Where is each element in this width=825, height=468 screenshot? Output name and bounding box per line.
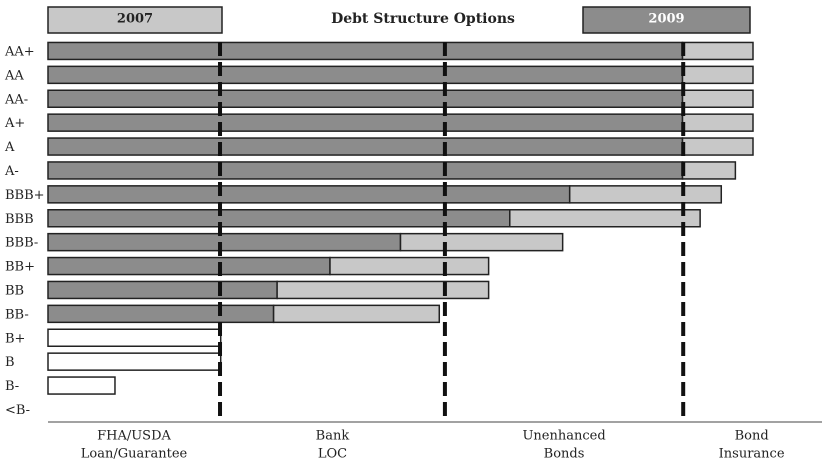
- bar: [681, 113, 754, 132]
- y-tick-label: A: [4, 140, 15, 155]
- bar: [272, 304, 441, 324]
- y-tick-label: AA: [4, 68, 24, 83]
- bar: [681, 137, 754, 156]
- y-tick-label: BB-: [5, 307, 29, 322]
- y-tick-label: B+: [5, 331, 25, 346]
- legend-swatch: [47, 6, 223, 34]
- y-tick-label: B-: [5, 379, 19, 394]
- zone-label: Bank: [316, 429, 350, 444]
- y-tick-label: AA-: [4, 92, 28, 107]
- bar: [276, 280, 490, 300]
- bar: [47, 376, 116, 395]
- bar: [329, 256, 490, 276]
- bar: [47, 280, 278, 300]
- y-tick-label: BB+: [5, 260, 35, 275]
- bar: [681, 41, 754, 61]
- zone-label: Bond: [735, 429, 769, 444]
- bar: [509, 209, 701, 228]
- zone-label: Loan/Guarantee: [81, 447, 188, 462]
- bar: [568, 185, 723, 204]
- bar: [47, 65, 684, 85]
- y-tick-label: BBB-: [5, 236, 38, 251]
- y-tick-label: A+: [4, 116, 25, 131]
- y-tick-label: BBB+: [5, 188, 45, 203]
- legend-label: 2007: [117, 12, 153, 27]
- bar: [47, 137, 684, 156]
- bar: [47, 41, 684, 61]
- bar: [399, 232, 564, 252]
- bar: [47, 304, 275, 324]
- y-tick-label: A-: [4, 164, 19, 179]
- y-tick-label: AA+: [4, 44, 35, 59]
- legend-swatch: [582, 6, 751, 34]
- bar: [47, 232, 402, 252]
- y-tick-label: B: [5, 355, 15, 370]
- zone-label: Insurance: [719, 447, 785, 462]
- bar: [47, 209, 511, 228]
- y-tick-label: BBB: [5, 212, 34, 227]
- bar: [47, 89, 684, 108]
- bar: [47, 185, 571, 204]
- bar: [681, 161, 737, 180]
- bar: [47, 256, 331, 276]
- bar: [47, 113, 684, 132]
- zone-label: FHA/USDA: [97, 429, 171, 444]
- bar: [47, 328, 222, 347]
- chart-title: Debt Structure Options: [331, 11, 515, 27]
- bar: [47, 161, 684, 180]
- zone-label: Bonds: [544, 447, 585, 462]
- y-tick-label: <B-: [5, 403, 30, 418]
- bar: [681, 89, 754, 108]
- bar: [681, 65, 754, 85]
- legend-label: 2009: [648, 12, 684, 27]
- zone-label: Unenhanced: [522, 429, 605, 444]
- zone-label: LOC: [318, 447, 347, 462]
- bar: [47, 352, 222, 371]
- y-tick-label: BB: [5, 283, 24, 298]
